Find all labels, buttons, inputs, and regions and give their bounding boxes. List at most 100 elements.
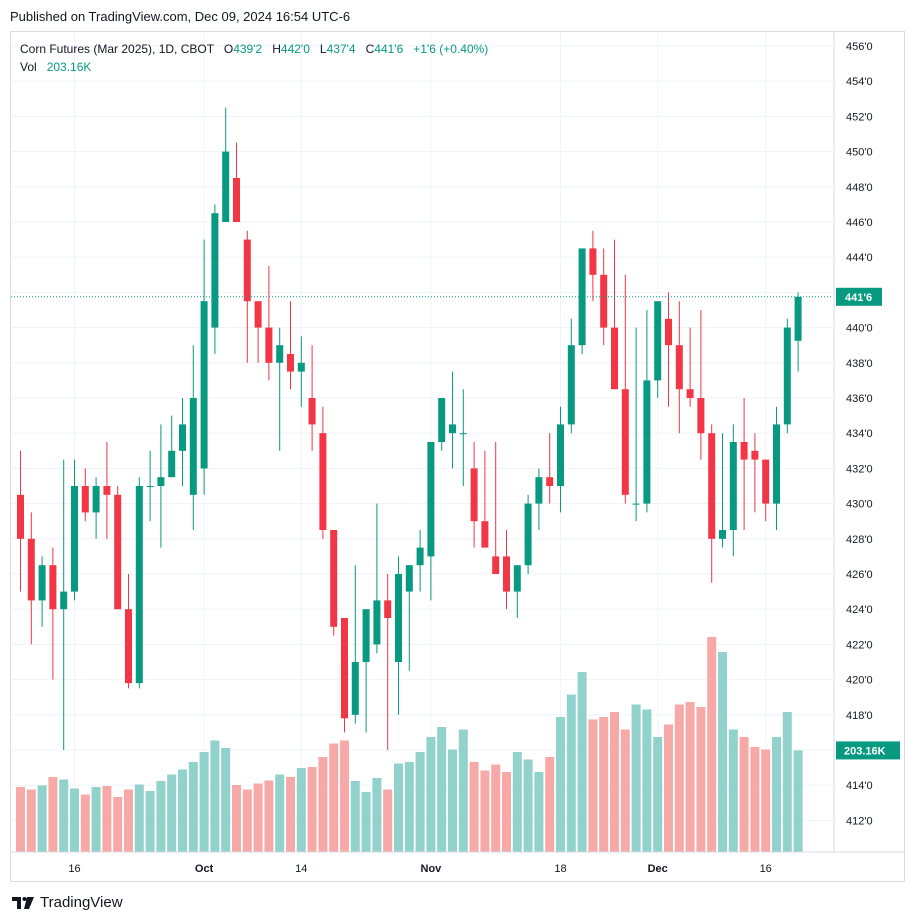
candle[interactable]	[438, 398, 446, 451]
candle[interactable]	[632, 327, 640, 522]
candle[interactable]	[308, 345, 316, 451]
candle[interactable]	[114, 486, 122, 610]
candle[interactable]	[708, 424, 716, 583]
candle[interactable]	[17, 450, 24, 592]
candle[interactable]	[449, 371, 456, 469]
candle[interactable]	[492, 442, 500, 574]
candle[interactable]	[643, 310, 651, 513]
candle[interactable]	[762, 459, 770, 522]
candle[interactable]	[38, 556, 46, 627]
candle[interactable]	[729, 424, 737, 557]
candle[interactable]	[503, 530, 510, 610]
candle[interactable]	[254, 301, 262, 363]
candle[interactable]	[395, 556, 402, 715]
candle[interactable]	[740, 398, 748, 530]
candle[interactable]	[103, 442, 111, 539]
candle[interactable]	[351, 565, 359, 724]
candle[interactable]	[71, 459, 78, 601]
candle[interactable]	[535, 468, 543, 530]
tradingview-footer[interactable]: TradingView	[12, 894, 123, 911]
candle[interactable]	[459, 389, 467, 486]
candle[interactable]	[654, 301, 662, 398]
candle[interactable]	[611, 239, 618, 390]
candle-body	[395, 574, 402, 662]
candle[interactable]	[222, 107, 230, 222]
candle[interactable]	[168, 415, 176, 478]
volume-bar	[523, 759, 533, 852]
candle[interactable]	[665, 292, 672, 407]
candle[interactable]	[211, 204, 219, 354]
candle-body	[308, 398, 316, 425]
candle-body	[524, 503, 532, 566]
candle[interactable]	[49, 547, 57, 680]
volume-bar	[350, 781, 360, 852]
volume-bar	[221, 748, 231, 852]
candle[interactable]	[362, 609, 370, 733]
volume-bar	[448, 749, 457, 852]
candle[interactable]	[697, 310, 705, 460]
candle[interactable]	[405, 565, 413, 671]
volume-bar	[404, 762, 414, 852]
candle[interactable]	[470, 442, 478, 548]
candle[interactable]	[513, 565, 521, 618]
candle[interactable]	[135, 477, 143, 689]
candle[interactable]	[157, 424, 165, 548]
candle[interactable]	[686, 327, 694, 407]
time-tick-label: Nov	[421, 863, 443, 875]
candle[interactable]	[319, 406, 327, 539]
volume-bar	[307, 767, 317, 852]
candle[interactable]	[427, 442, 435, 601]
candle-body	[373, 600, 381, 645]
candle[interactable]	[81, 468, 89, 522]
candle[interactable]	[751, 433, 759, 513]
candle[interactable]	[276, 327, 284, 451]
candle[interactable]	[146, 450, 154, 522]
candle-body	[438, 398, 446, 442]
volume-bar	[242, 789, 252, 852]
candle[interactable]	[621, 274, 629, 504]
candle[interactable]	[233, 142, 240, 222]
close-value: 441'6	[374, 42, 404, 56]
candle[interactable]	[200, 239, 208, 495]
candle[interactable]	[578, 248, 586, 354]
candle[interactable]	[794, 292, 802, 372]
candle[interactable]	[189, 345, 197, 530]
candle[interactable]	[341, 618, 348, 733]
candle[interactable]	[384, 574, 392, 750]
candle[interactable]	[287, 301, 294, 390]
volume-bar	[739, 737, 749, 852]
candle[interactable]	[179, 398, 186, 486]
candle-body	[287, 354, 294, 372]
low-label: L	[319, 42, 327, 56]
candle[interactable]	[589, 230, 597, 302]
volume-bar	[91, 787, 101, 852]
candle[interactable]	[524, 494, 532, 574]
candle[interactable]	[600, 248, 608, 346]
price-tick-label: 438'0	[846, 358, 873, 370]
candle-body	[243, 239, 251, 302]
candle[interactable]	[297, 336, 305, 407]
candle[interactable]	[243, 230, 251, 363]
candle[interactable]	[416, 530, 424, 592]
candle[interactable]	[719, 433, 726, 548]
volume-bar	[296, 768, 306, 852]
candle[interactable]	[546, 433, 554, 504]
candle[interactable]	[330, 530, 338, 636]
candle[interactable]	[125, 574, 132, 689]
candle[interactable]	[92, 477, 100, 539]
candle[interactable]	[373, 503, 381, 654]
candle[interactable]	[481, 450, 489, 548]
candle[interactable]	[265, 266, 273, 381]
volume-bar	[620, 729, 630, 852]
candle[interactable]	[60, 459, 68, 750]
candle[interactable]	[773, 406, 780, 530]
price-axis: 456'0454'0452'0450'0448'0446'0444'0442'0…	[836, 41, 900, 827]
candle-body	[297, 362, 305, 372]
candle[interactable]	[783, 318, 791, 434]
candle[interactable]	[27, 512, 35, 645]
candle[interactable]	[557, 406, 564, 513]
candle-body	[114, 494, 122, 610]
candle[interactable]	[675, 301, 683, 434]
candle[interactable]	[567, 318, 575, 434]
